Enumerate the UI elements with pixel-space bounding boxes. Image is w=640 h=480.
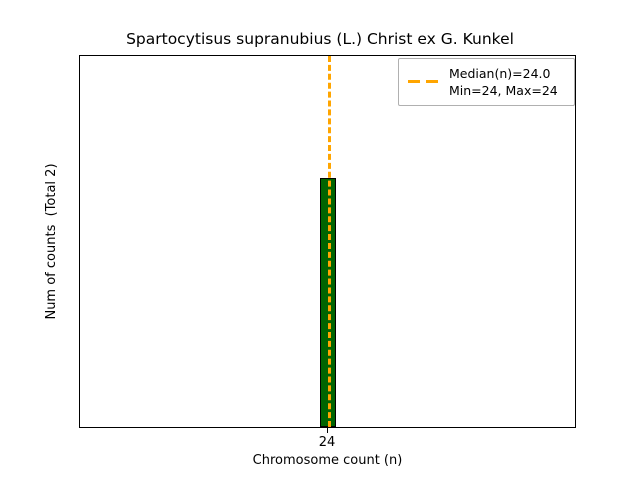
x-tick-mark-24 xyxy=(327,428,328,433)
y-tick-mark-3 xyxy=(79,56,80,57)
legend-median-label: Median(n)=24.0 xyxy=(449,66,551,81)
y-tick-mark-2 xyxy=(79,180,80,181)
x-tick-label-24: 24 xyxy=(318,435,336,450)
plot-area xyxy=(79,55,576,428)
median-line xyxy=(328,56,331,427)
chart-title: Spartocytisus supranubius (L.) Christ ex… xyxy=(126,30,514,48)
legend-minmax-label: Min=24, Max=24 xyxy=(449,83,558,98)
dashed-line-icon xyxy=(407,75,441,89)
legend: Median(n)=24.0 Min=24, Max=24 xyxy=(398,58,575,106)
y-tick-mark-1 xyxy=(79,304,80,305)
legend-entry-median: Median(n)=24.0 Min=24, Max=24 xyxy=(407,65,566,99)
y-axis-label: Num of counts (Total 2) xyxy=(44,163,59,320)
legend-entry-text-group: Median(n)=24.0 Min=24, Max=24 xyxy=(449,65,558,99)
x-axis-label: Chromosome count (n) xyxy=(252,453,403,468)
